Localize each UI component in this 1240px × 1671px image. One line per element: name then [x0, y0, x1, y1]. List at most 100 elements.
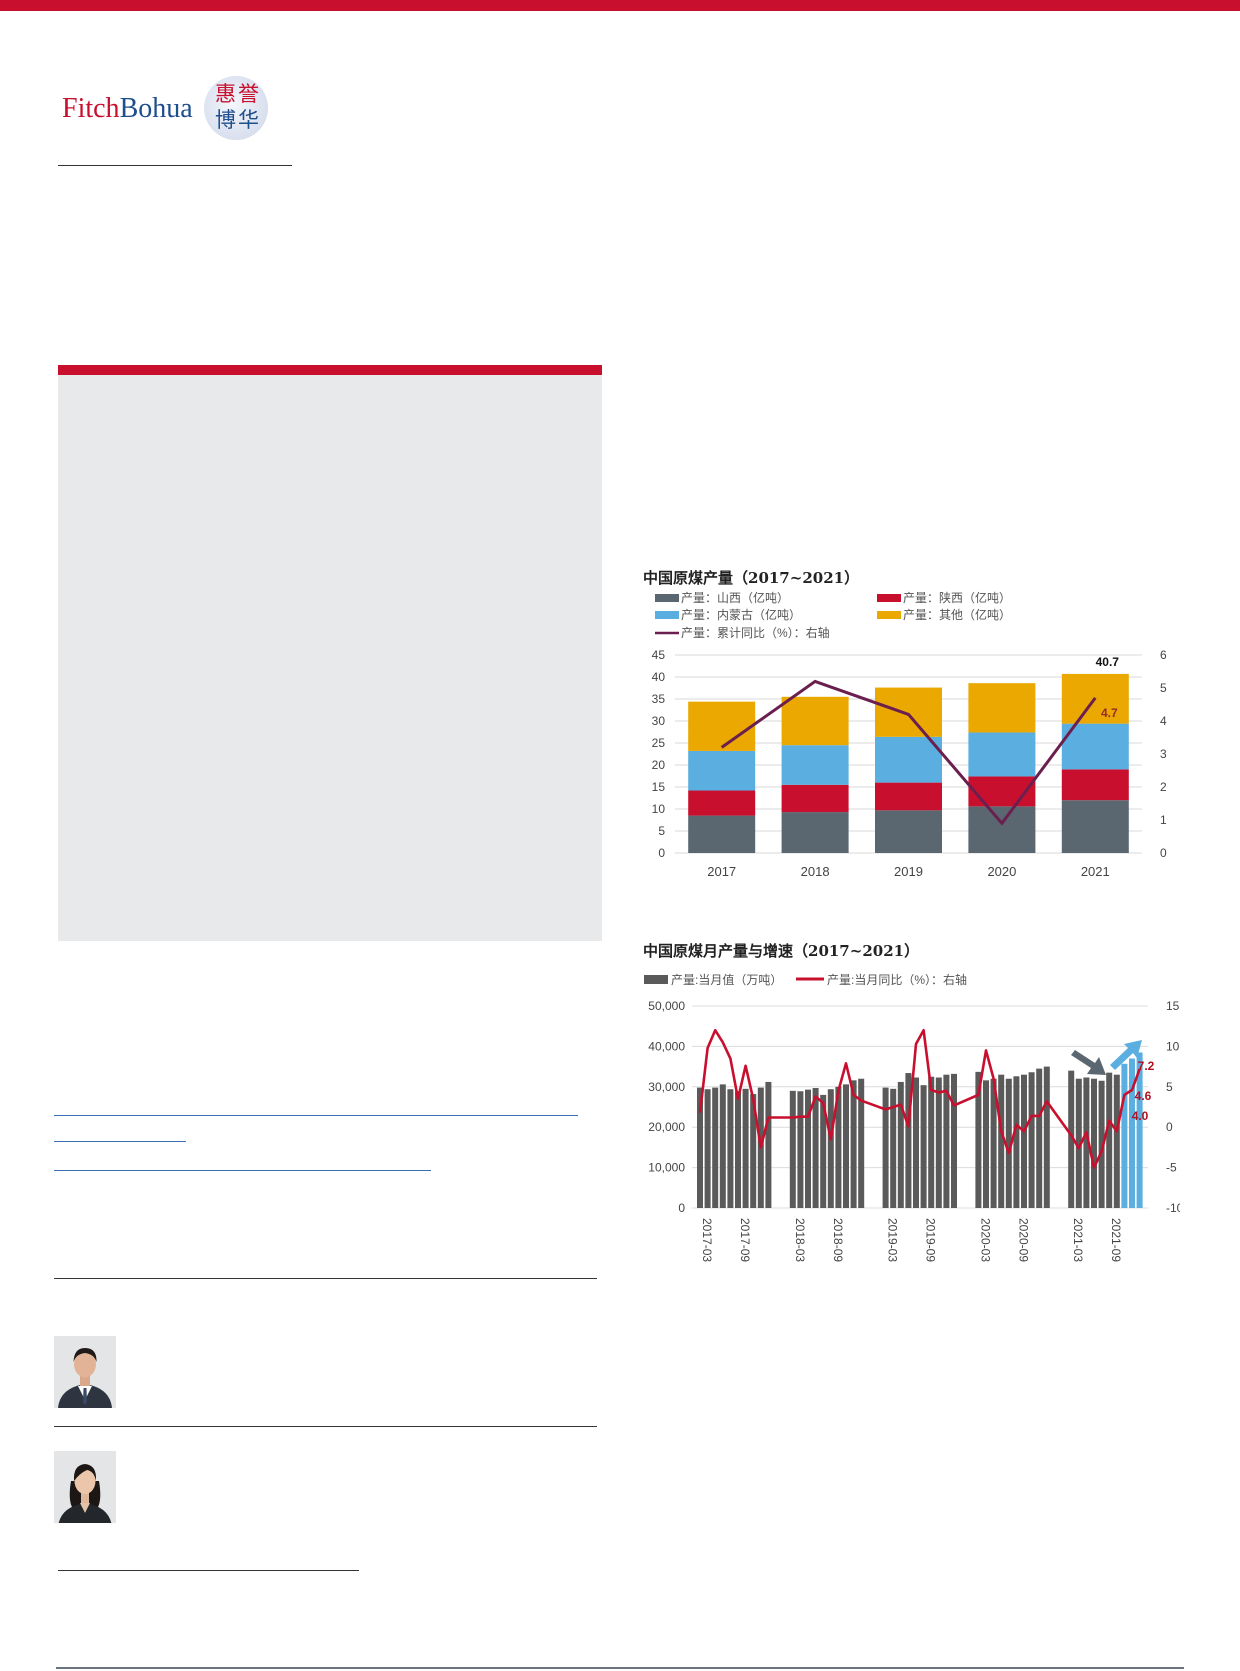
y-tick-label: 40	[652, 670, 666, 684]
legend-label-yoy: 产量:当月同比（%）：右轴	[827, 972, 967, 987]
x-tick-label: 2019	[894, 864, 923, 879]
bar-2018-0	[789, 1090, 796, 1208]
bar-2021-9	[1136, 1052, 1143, 1208]
bar-2021-4	[1098, 1080, 1105, 1208]
y-tick-label: 0	[658, 846, 665, 860]
bar-2021-3	[1091, 1078, 1097, 1208]
section-divider-2	[54, 1426, 597, 1427]
legend-label-monthly: 产量:当月值（万吨）	[671, 972, 782, 987]
bar-2019-8	[943, 1074, 950, 1208]
analyst-photo-2	[54, 1451, 116, 1523]
chart2-monthly-coal-output: 产量:当月值（万吨） 产量:当月同比（%）：右轴 0 10,000 20,000 30,0…	[644, 972, 1180, 1262]
x-tick-label: 2021	[1081, 864, 1110, 879]
bar-segment-2019-3	[875, 687, 942, 737]
summary-panel	[58, 375, 602, 941]
x-tick-label: 2020	[987, 864, 1016, 879]
x-tick-label: 2021-09	[1109, 1218, 1123, 1262]
y2-tick-label: 0	[1166, 1120, 1173, 1134]
bar-2019-4	[913, 1077, 919, 1208]
yoy-line	[698, 1028, 1141, 1169]
bar-2018-4	[820, 1094, 827, 1208]
bar-2017-7	[750, 1094, 757, 1208]
bar-2021-2	[1083, 1077, 1090, 1208]
y-tick-label: 15	[652, 780, 666, 794]
legend-label-1: 产量：陕西（亿吨）	[903, 590, 1011, 605]
x-tick-label: 2019-03	[886, 1218, 900, 1262]
bar-segment-2018-0	[781, 812, 849, 853]
y-tick-label: 25	[652, 736, 666, 750]
bar-2019-5	[920, 1085, 927, 1208]
bar-2017-1	[704, 1089, 711, 1208]
bar-segment-2021-2	[1061, 723, 1129, 770]
bar-segment-2020-3	[968, 683, 1036, 733]
y-tick-label: 10,000	[648, 1161, 685, 1175]
link-underline-2[interactable]	[54, 1141, 186, 1142]
legend-swatch-monthly	[644, 975, 668, 984]
bar-2020-1	[983, 1080, 989, 1208]
bar-2021-0	[1068, 1070, 1075, 1208]
chart2-title: 中国原煤月产量与增速（2017~2021）	[643, 942, 920, 960]
bar-2019-0	[882, 1087, 889, 1208]
man-portrait-icon	[54, 1336, 116, 1408]
x-tick-label: 2017	[707, 864, 736, 879]
y-tick-label: 5	[658, 824, 665, 838]
legend-swatch-0	[655, 594, 679, 602]
y2-tick-label: 6	[1160, 648, 1167, 662]
bar-2020-3	[998, 1074, 1005, 1208]
trend-down-arrow-icon	[1071, 1050, 1106, 1075]
bar-segment-2018-2	[781, 745, 849, 785]
bar-segment-2017-0	[688, 815, 756, 853]
bar-2018-6	[835, 1086, 842, 1208]
bar-2020-7	[1028, 1072, 1035, 1208]
bar-segment-2019-1	[875, 782, 942, 811]
bar-segment-2017-1	[688, 790, 756, 816]
bar-2017-4	[727, 1089, 734, 1208]
bar-2020-4	[1005, 1078, 1012, 1208]
bar-2019-6	[928, 1076, 935, 1208]
logo-divider	[58, 165, 292, 166]
y2-tick-label: -5	[1166, 1161, 1177, 1175]
data-label-yoy-prev2: 4.0	[1132, 1109, 1149, 1123]
x-tick-label: 2017-03	[700, 1218, 714, 1262]
y2-tick-label: 10	[1166, 1039, 1180, 1053]
legend-swatch-1	[877, 594, 901, 602]
bar-2018-5	[827, 1089, 834, 1208]
bar-2020-6	[1021, 1074, 1027, 1208]
legend-label-3: 产量：其他（亿吨）	[903, 607, 1011, 622]
bar-2020-8	[1036, 1068, 1043, 1208]
bar-2017-6	[742, 1088, 749, 1208]
bar-segment-2021-0	[1061, 800, 1129, 853]
y2-tick-label: 15	[1166, 999, 1180, 1013]
fitch-bohua-logo: FitchBohua 惠誉 博华	[62, 74, 282, 144]
bar-2017-0	[697, 1087, 703, 1208]
data-label-yoy-prev: 4.6	[1135, 1089, 1152, 1103]
y2-tick-label: 3	[1160, 747, 1167, 761]
bar-2018-8	[850, 1080, 857, 1208]
link-underline-3[interactable]	[54, 1170, 431, 1171]
bar-2021-5	[1106, 1072, 1113, 1208]
bar-segment-2020-0	[968, 806, 1036, 853]
y2-tick-label: 5	[1166, 1080, 1173, 1094]
bar-2019-3	[905, 1073, 912, 1208]
bar-2019-7	[935, 1077, 942, 1208]
bar-segment-2018-3	[781, 696, 849, 746]
bar-2018-7	[843, 1084, 849, 1208]
bar-2020-0	[975, 1071, 982, 1208]
y2-tick-label: 1	[1160, 813, 1167, 827]
legend-swatch-3	[877, 611, 901, 619]
y-tick-label: 20,000	[648, 1120, 685, 1134]
data-label-growth-2021: 4.7	[1101, 706, 1118, 720]
bar-segment-2021-1	[1061, 769, 1129, 801]
bar-2018-2	[805, 1089, 811, 1208]
bar-segment-2017-2	[688, 750, 756, 791]
link-underline-1[interactable]	[54, 1115, 578, 1116]
footnote-divider	[58, 1570, 359, 1571]
bar-2021-7	[1121, 1063, 1128, 1208]
bar-2017-2	[712, 1087, 719, 1208]
bar-2019-1	[890, 1088, 897, 1208]
y-tick-label: 35	[652, 692, 666, 706]
bar-2020-5	[1013, 1076, 1020, 1208]
bar-segment-2017-3	[688, 701, 756, 751]
x-tick-label: 2020-03	[978, 1218, 992, 1262]
y2-tick-label: 5	[1160, 681, 1167, 695]
